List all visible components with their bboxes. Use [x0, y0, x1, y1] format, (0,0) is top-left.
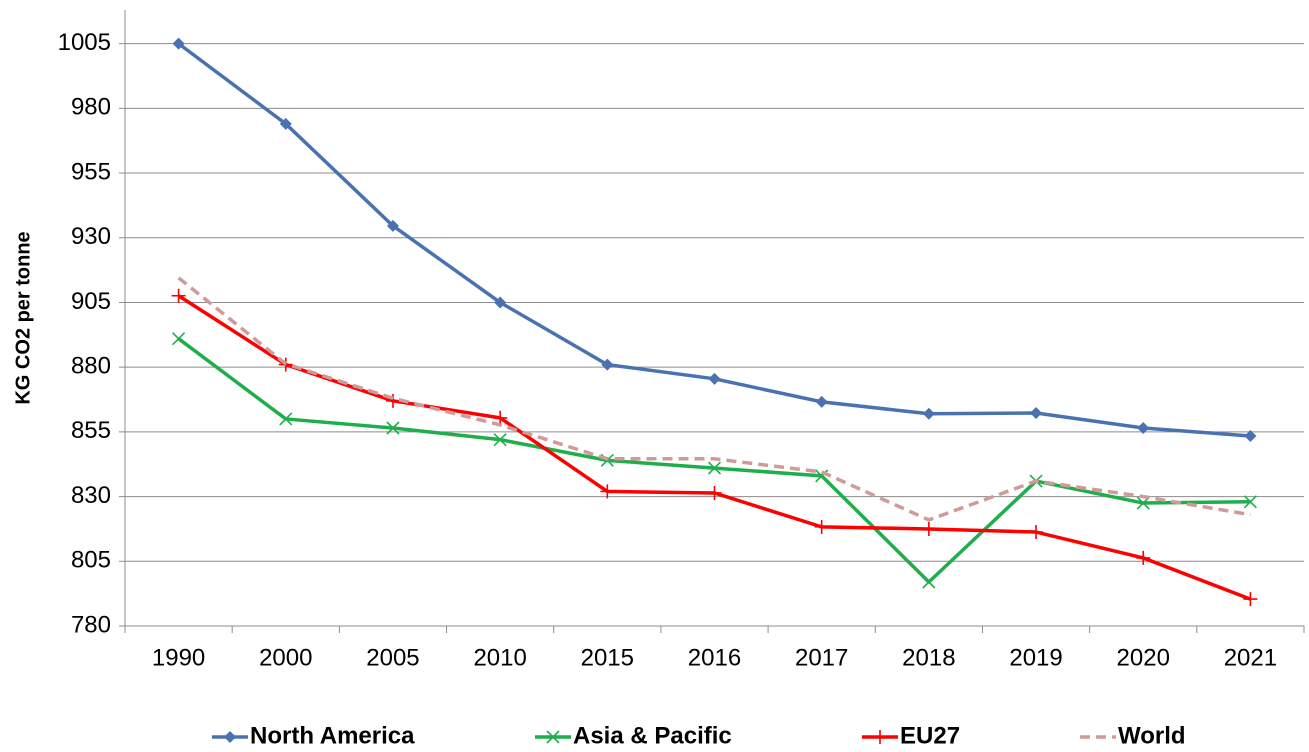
marker	[386, 219, 399, 232]
legend-label: EU27	[900, 722, 960, 749]
marker	[1243, 495, 1257, 509]
y-tick-label: 855	[71, 417, 111, 444]
marker	[493, 433, 507, 447]
x-tick-label: 2018	[902, 644, 955, 671]
marker	[279, 117, 292, 130]
marker	[1136, 496, 1150, 510]
legend-label: Asia & Pacific	[573, 722, 732, 749]
marker	[873, 730, 887, 744]
y-axis-label: KG CO2 per tonne	[12, 231, 34, 404]
y-tick-label: 780	[71, 611, 111, 638]
marker	[921, 521, 936, 536]
y-tick-label: 955	[71, 158, 111, 185]
x-tick-label: 1990	[152, 644, 205, 671]
x-tick-label: 2019	[1009, 644, 1062, 671]
series-line	[177, 276, 1251, 522]
marker	[707, 461, 722, 475]
y-tick-label: 1005	[58, 29, 111, 56]
y-tick-label: 905	[71, 288, 111, 315]
y-tick-label: 930	[71, 223, 111, 250]
x-tick-label: 2017	[795, 644, 848, 671]
marker	[546, 730, 560, 744]
marker	[815, 395, 828, 408]
x-tick-label: 2010	[473, 644, 526, 671]
marker	[1136, 550, 1151, 565]
x-tick-label: 2021	[1224, 644, 1277, 671]
legend-label: North America	[250, 722, 415, 749]
marker	[171, 288, 186, 303]
x-tick-label: 2005	[366, 644, 419, 671]
marker	[707, 485, 722, 500]
marker	[1137, 422, 1150, 434]
y-tick-label: 805	[71, 547, 111, 574]
x-tick-label: 2016	[688, 644, 741, 671]
marker	[1244, 430, 1257, 443]
marker	[922, 407, 935, 420]
marker	[493, 410, 508, 425]
marker	[814, 519, 829, 534]
marker	[601, 358, 614, 371]
marker	[600, 484, 615, 499]
marker	[224, 731, 236, 743]
marker	[1243, 592, 1258, 607]
marker	[172, 37, 185, 50]
x-tick-label: 2015	[581, 644, 634, 671]
marker	[494, 296, 507, 309]
marker	[172, 332, 186, 346]
y-tick-label: 830	[71, 482, 111, 509]
marker	[385, 393, 400, 408]
x-tick-label: 2000	[259, 644, 312, 671]
marker	[1030, 406, 1043, 419]
marker	[1029, 525, 1044, 540]
series-line	[177, 294, 1252, 601]
legend-label: World	[1118, 722, 1186, 749]
marker	[708, 372, 721, 385]
x-tick-label: 2020	[1117, 644, 1170, 671]
marker	[386, 421, 400, 435]
y-tick-label: 880	[71, 353, 111, 380]
marker	[922, 575, 936, 589]
y-tick-label: 980	[71, 94, 111, 121]
marker	[279, 412, 293, 426]
